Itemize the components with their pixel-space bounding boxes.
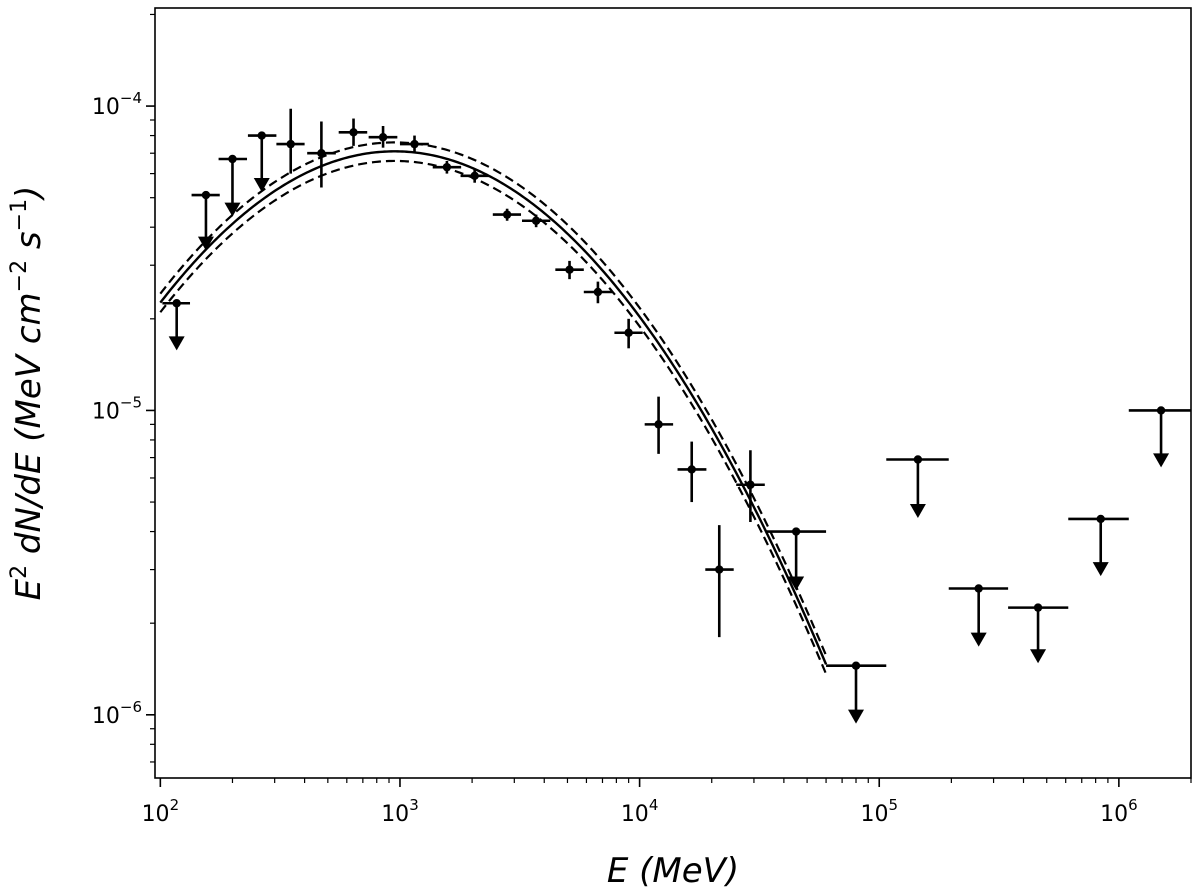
upper-limit-point	[162, 299, 191, 351]
data-point	[276, 108, 305, 174]
data-point	[307, 121, 336, 188]
y-tick-label: 10−6	[92, 698, 142, 729]
data-marker	[286, 139, 295, 149]
y-tick-label: 10−4	[92, 89, 142, 120]
upper-limit-arrow	[197, 236, 214, 251]
upper-limit-point	[191, 190, 220, 251]
data-marker	[531, 216, 541, 225]
data-point	[338, 118, 368, 146]
upper-limit-arrow	[788, 576, 805, 591]
x-axis: 102 103 104 105 106	[142, 778, 1192, 827]
data-marker	[974, 584, 983, 593]
data-marker	[228, 154, 237, 164]
data-marker	[715, 565, 724, 574]
data-point	[460, 169, 489, 183]
y-axis-label: E2 dN/dE (MeV cm−2 s−1)	[7, 186, 49, 601]
data-marker	[1033, 603, 1043, 612]
upper-limit-point	[826, 661, 887, 724]
data-marker	[791, 527, 801, 536]
data-point	[583, 281, 613, 304]
data-marker	[593, 287, 603, 297]
upper-limit-point	[886, 455, 949, 518]
upper-limit-point	[948, 584, 1009, 647]
data-marker	[1096, 514, 1105, 524]
upper-limit-arrow	[224, 202, 241, 217]
upper-limit-arrow	[1092, 562, 1109, 577]
data-marker	[470, 171, 479, 181]
data-marker	[687, 465, 696, 474]
upper-limit-arrow	[909, 503, 926, 518]
data-point	[368, 126, 398, 148]
data-marker	[913, 455, 923, 464]
upper-limit-arrow	[970, 632, 987, 647]
upper-limit-arrow	[848, 709, 865, 724]
data-point	[677, 441, 707, 503]
model-curve-group	[159, 141, 828, 675]
y-tick-label: 10−5	[92, 393, 142, 424]
data-point	[555, 260, 584, 280]
data-point	[614, 318, 643, 349]
upper-limit-arrow	[1030, 649, 1047, 664]
data-marker	[624, 328, 633, 337]
upper-limit-point	[1068, 514, 1129, 577]
data-marker	[746, 480, 755, 489]
data-marker	[565, 265, 574, 274]
upper-limit-point	[1008, 603, 1069, 664]
x-tick-label: 104	[621, 796, 659, 827]
upper-limit-point	[1128, 406, 1191, 468]
data-marker	[317, 149, 326, 158]
data-marker	[410, 139, 419, 149]
data-point	[432, 160, 462, 174]
x-tick-label: 103	[381, 796, 419, 827]
data-point	[736, 450, 765, 523]
data-marker	[378, 133, 388, 142]
data-marker	[851, 661, 861, 670]
data-point	[705, 525, 734, 638]
data-marker	[257, 131, 266, 140]
upper-limit-arrow	[1153, 453, 1170, 468]
data-points-group	[162, 108, 1191, 724]
y-axis: 10−6 10−5 10−4	[92, 13, 155, 763]
model-best-fit-line	[159, 150, 828, 665]
data-marker	[502, 210, 512, 219]
data-marker	[1156, 406, 1166, 415]
x-tick-label: 102	[142, 796, 180, 827]
x-axis-label: E (MeV)	[607, 851, 739, 891]
upper-limit-arrow	[168, 336, 185, 351]
axes-frame	[154, 7, 1192, 779]
data-marker	[201, 190, 211, 200]
data-point	[492, 208, 522, 221]
data-marker	[349, 128, 358, 137]
data-marker	[442, 162, 452, 172]
upper-limit-point	[765, 527, 827, 591]
upper-limit-arrow	[253, 177, 270, 192]
data-marker	[172, 299, 181, 308]
data-point	[399, 135, 429, 154]
upper-limit-point	[247, 131, 277, 192]
data-point	[644, 396, 674, 454]
model-upper-bound-line	[159, 141, 828, 656]
model-lower-bound-line	[159, 159, 828, 675]
data-point	[521, 214, 551, 228]
data-marker	[654, 420, 663, 429]
upper-limit-point	[218, 154, 248, 217]
x-tick-label: 106	[1100, 796, 1138, 827]
x-tick-label: 105	[860, 796, 898, 827]
